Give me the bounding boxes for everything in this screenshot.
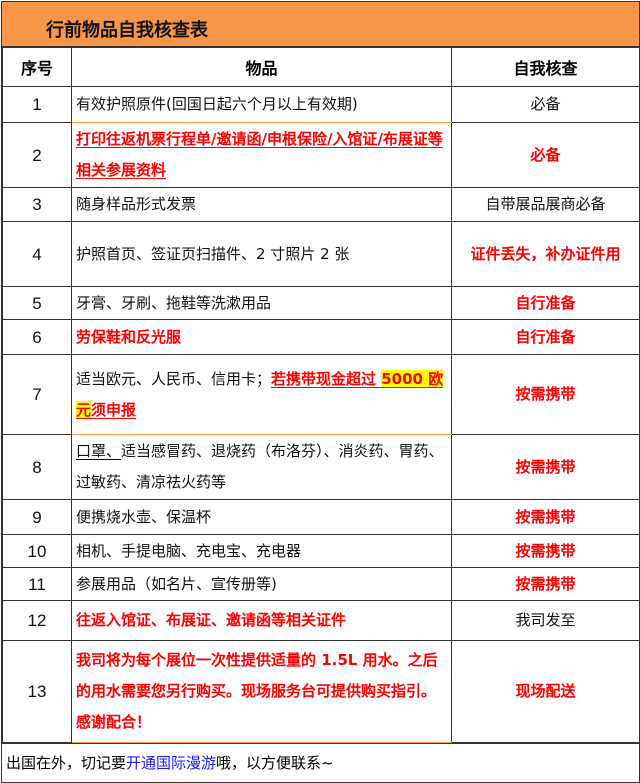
- row-number: 2: [2, 122, 72, 188]
- item-cell: 往返入馆证、布展证、邀请函等相关证件: [71, 600, 452, 641]
- table-row: 3 随身样品形式发票 自带展品展商必备: [2, 187, 640, 222]
- check-status: 自行准备: [451, 319, 640, 355]
- item-cell: 随身样品形式发票: [71, 187, 452, 222]
- table-row: 9 便携烧水壶、保温杯 按需携带: [2, 499, 640, 535]
- table-row: 8 口罩、适当感冒药、退烧药（布洛芬）、消炎药、胃药、过敏药、清凉祛火药等 按需携带: [2, 434, 640, 500]
- roaming-highlight: 开通国际漫游: [126, 754, 217, 772]
- item-cell: 打印往返机票行程单/邀请函/申根保险/入馆证/布展证等相关参展资料: [71, 122, 452, 188]
- item-cell: 有效护照原件(回国日起六个月以上有效期): [71, 86, 452, 123]
- check-status: 按需携带: [451, 354, 640, 435]
- table-row: 11 参展用品（如名片、宣传册等) 按需携带: [2, 567, 640, 601]
- item-cell: 相机、手提电脑、充电宝、充电器: [71, 534, 452, 568]
- item-text: 相机、手提电脑、充电宝、充电器: [76, 541, 302, 560]
- row-number: 6: [2, 319, 72, 355]
- sheet-title: 行前物品自我核查表: [2, 2, 639, 47]
- check-status: 我司发至: [451, 600, 640, 641]
- row-number: 1: [2, 86, 72, 123]
- row-number: 10: [2, 534, 72, 568]
- row-number: 9: [2, 499, 72, 535]
- item-cell: 劳保鞋和反光服: [71, 319, 452, 355]
- header-item: 物品: [71, 47, 452, 87]
- item-cell: 参展用品（如名片、宣传册等): [71, 567, 452, 601]
- check-status: 自带展品展商必备: [451, 187, 640, 222]
- footer-text: 出国在外，切记要: [6, 754, 127, 772]
- item-text: 适当感冒药、退烧药（布洛芬）、消炎药、胃药、过敏药、清凉祛火药等: [76, 442, 444, 491]
- table-row: 12 往返入馆证、布展证、邀请函等相关证件 我司发至: [2, 600, 640, 641]
- footer-note: 出国在外，切记要开通国际漫游哦，以方便联系~: [2, 743, 639, 782]
- row-number: 4: [2, 221, 72, 287]
- table-row: 6 劳保鞋和反光服 自行准备: [2, 319, 640, 355]
- item-text: 随身样品形式发票: [76, 195, 197, 213]
- item-text: 须申报: [91, 400, 137, 419]
- item-cell: 口罩、适当感冒药、退烧药（布洛芬）、消炎药、胃药、过敏药、清凉祛火药等: [71, 434, 452, 500]
- checklist-table: 序号 物品 自我核查 1 有效护照原件(回国日起六个月以上有效期) 必备 2 打印往返机…: [2, 47, 640, 743]
- check-status: 证件丢失，补办证件用: [451, 221, 640, 287]
- check-status: 必备: [451, 122, 640, 188]
- row-number: 7: [2, 354, 72, 435]
- item-cell: 适当欧元、人民币、信用卡；若携带现金超过 5000 欧元须申报: [71, 354, 452, 435]
- table-row: 13 我司将为每个展位一次性提供适量的 1.5L 用水。之后的用水需要您另行购买。…: [2, 640, 640, 743]
- item-text: 参展用品（如名片、宣传册等): [76, 574, 277, 593]
- item-text: 适当欧元、人民币、信用卡；: [76, 369, 272, 388]
- row-number: 13: [2, 640, 72, 743]
- check-status: 按需携带: [451, 499, 640, 535]
- row-number: 12: [2, 600, 72, 641]
- item-cell: 我司将为每个展位一次性提供适量的 1.5L 用水。之后的用水需要您另行购买。现场…: [71, 640, 452, 743]
- item-cell: 牙膏、牙刷、拖鞋等洗漱用品: [71, 286, 452, 320]
- item-cell: 便携烧水壶、保温杯: [71, 499, 452, 535]
- table-row: 10 相机、手提电脑、充电宝、充电器 按需携带: [2, 534, 640, 568]
- row-number: 5: [2, 286, 72, 320]
- item-text: 牙膏、牙刷、拖鞋等洗漱用品: [76, 293, 272, 312]
- item-text: 有效护照原件(回国日起六个月以上有效期): [76, 95, 358, 113]
- table-row: 2 打印往返机票行程单/邀请函/申根保险/入馆证/布展证等相关参展资料 必备: [2, 122, 640, 188]
- table-row: 5 牙膏、牙刷、拖鞋等洗漱用品 自行准备: [2, 286, 640, 320]
- table-row: 7 适当欧元、人民币、信用卡；若携带现金超过 5000 欧元须申报 按需携带: [2, 354, 640, 435]
- row-number: 11: [2, 567, 72, 601]
- item-text: 若携带现金超过: [271, 369, 382, 388]
- row-number: 3: [2, 187, 72, 222]
- item-text: 打印往返机票行程单/邀请函/申根保险/入馆证/布展证等相关参展资料: [76, 130, 443, 179]
- check-status: 必备: [451, 86, 640, 123]
- item-text: 我司将为每个展位一次性提供适量的 1.5L 用水。之后的用水需要您另行购买。现场…: [76, 651, 438, 731]
- header-check: 自我核查: [451, 47, 640, 87]
- check-status: 现场配送: [451, 640, 640, 743]
- check-status: 按需携带: [451, 534, 640, 568]
- item-cell: 护照首页、签证页扫描件、2 寸照片 2 张: [71, 221, 452, 287]
- item-text: 护照首页、签证页扫描件、2 寸照片 2 张: [76, 244, 350, 263]
- check-status: 自行准备: [451, 286, 640, 320]
- check-status: 按需携带: [451, 434, 640, 500]
- header-no: 序号: [2, 47, 72, 87]
- item-text: 往返入馆证、布展证、邀请函等相关证件: [76, 611, 347, 629]
- table-row: 4 护照首页、签证页扫描件、2 寸照片 2 张 证件丢失，补办证件用: [2, 221, 640, 287]
- row-number: 8: [2, 434, 72, 500]
- item-text: 口罩、: [76, 442, 122, 460]
- item-text: 便携烧水壶、保温杯: [76, 507, 212, 526]
- footer-text: 哦，以方便联系~: [216, 754, 334, 772]
- table-row: 1 有效护照原件(回国日起六个月以上有效期) 必备: [2, 86, 640, 123]
- header-row: 序号 物品 自我核查: [2, 47, 640, 87]
- check-status: 按需携带: [451, 567, 640, 601]
- item-text: 劳保鞋和反光服: [76, 327, 182, 346]
